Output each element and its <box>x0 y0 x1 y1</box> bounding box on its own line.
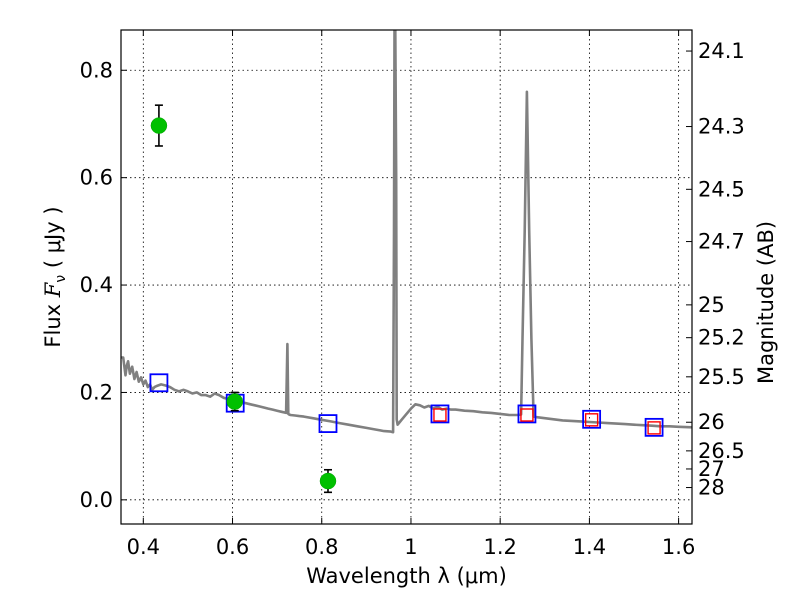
reference-square <box>584 413 599 427</box>
sed-model-line <box>121 30 692 434</box>
reference-square <box>647 421 661 435</box>
model-photometry-square <box>430 404 450 424</box>
x-tick-label: 0.8 <box>305 535 338 559</box>
y2-tick-label: 26.5 <box>698 439 745 463</box>
y-tick-label: 0.2 <box>80 380 113 404</box>
plot-frame <box>120 29 693 525</box>
x-axis-title: Wavelength λ (μm) <box>306 564 507 588</box>
y-tick-label: 0.0 <box>80 488 113 512</box>
reference-square <box>433 408 447 422</box>
y2-tick-label: 24.5 <box>698 177 745 201</box>
model-photometry-square <box>582 409 602 429</box>
y-axis-title-suffix: ( μJy ) <box>41 206 65 274</box>
observed-point <box>226 393 244 410</box>
y2-tick-label: 26 <box>698 410 725 434</box>
y-tick-label: 0.6 <box>80 166 113 190</box>
axis-labels: Wavelength λ (μm) Flux Fν ( μJy ) Magnit… <box>41 206 778 588</box>
y2-tick-label: 25.2 <box>698 326 745 350</box>
y2-tick-label: 28 <box>698 476 725 500</box>
y-tick-label: 0.8 <box>80 58 113 82</box>
grid-lines <box>121 30 692 524</box>
x-tick-label: 1 <box>404 535 417 559</box>
plot-series <box>121 30 692 494</box>
x-tick-label: 0.6 <box>216 535 249 559</box>
y-axis-title: Flux Fν ( μJy ) <box>41 206 69 347</box>
x-tick-label: 1.4 <box>573 535 606 559</box>
x-tick-label: 0.4 <box>127 535 160 559</box>
model-photometry-square <box>318 414 338 433</box>
y-tick-label: 0.4 <box>80 273 113 297</box>
x-tick-label: 1.2 <box>483 535 516 559</box>
reference-square <box>520 408 534 422</box>
model-photometry-square <box>149 373 169 393</box>
y-axis-title-subscript: ν <box>53 275 69 283</box>
y2-tick-label: 24.3 <box>698 115 745 139</box>
y2-tick-label: 27 <box>698 457 725 481</box>
model-photometry-square <box>644 417 664 437</box>
y2-tick-label: 25 <box>698 293 725 317</box>
y2-tick-label: 25.5 <box>698 365 745 389</box>
y-axis-title-symbol: F <box>41 281 65 298</box>
observed-point <box>319 472 337 490</box>
y2-tick-label: 24.1 <box>698 39 745 63</box>
model-photometry-square <box>517 404 537 424</box>
x-tick-label: 1.6 <box>662 535 695 559</box>
y2-tick-label: 24.7 <box>698 230 745 254</box>
observed-point <box>150 117 168 134</box>
y2-axis-title: Magnitude (AB) <box>754 221 778 384</box>
y-axis-title-prefix: Flux <box>41 297 65 347</box>
axis-ticks: 0.4 0.6 0.8 1 1.2 1.4 1.6 0.0 0.2 0.4 0.6 0.8 24.1 24… <box>80 30 745 559</box>
